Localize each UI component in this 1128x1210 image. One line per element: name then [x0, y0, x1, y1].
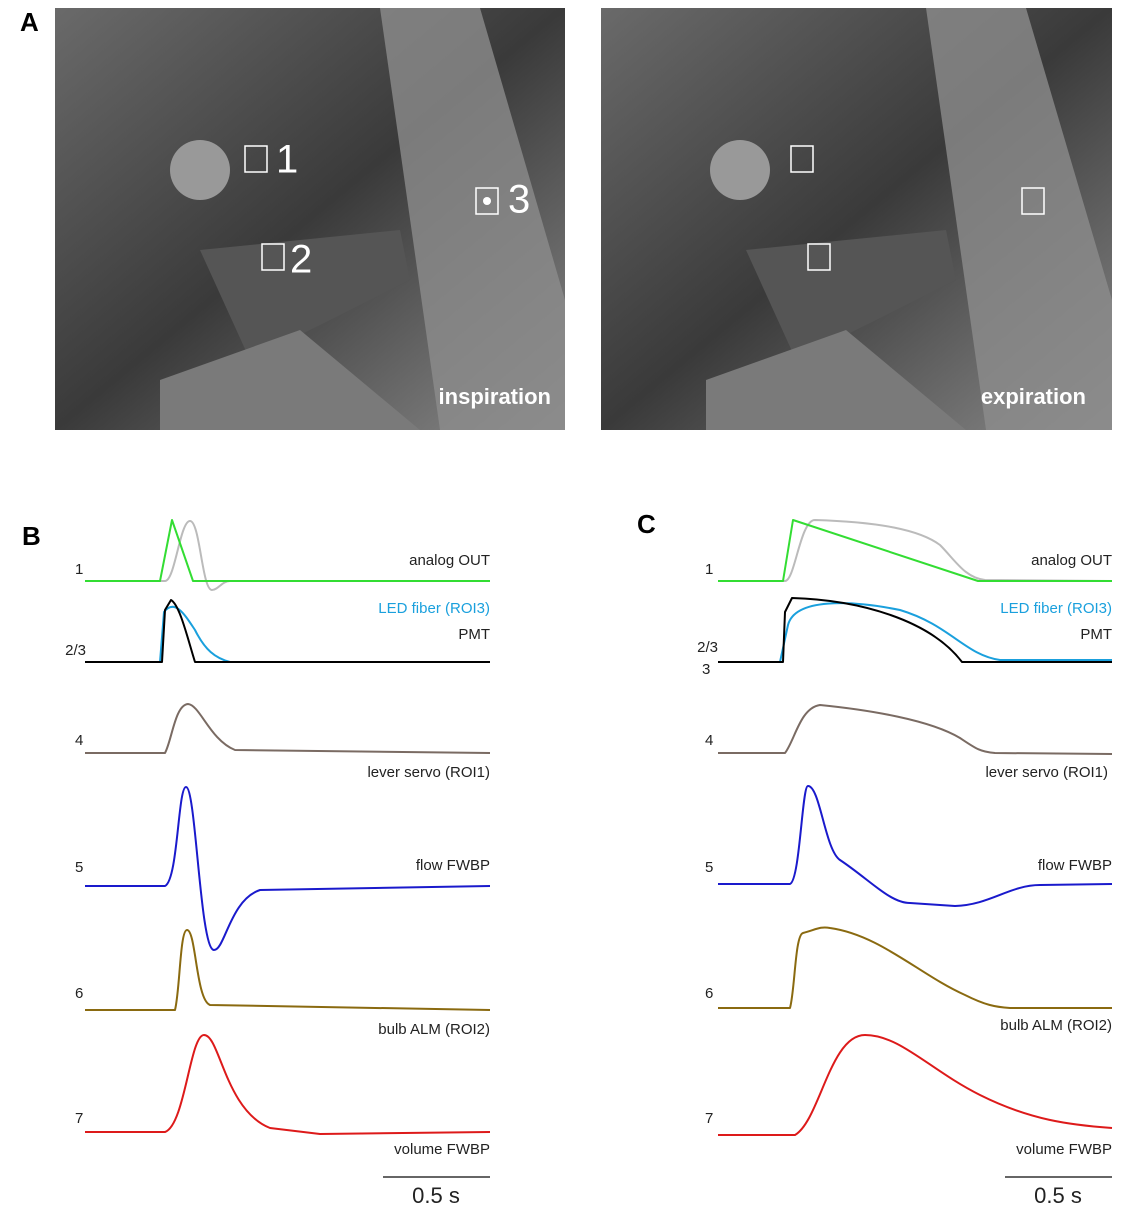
trace-number: 7 — [705, 1110, 713, 1127]
trace-name: PMT — [458, 626, 490, 643]
trace-name: LED fiber (ROI3) — [1000, 600, 1112, 617]
trace-name: analog OUT — [1031, 552, 1112, 569]
scale-bar-label: 0.5 s — [412, 1183, 460, 1208]
trace-name: PMT — [1080, 626, 1112, 643]
trace-name: bulb ALM (ROI2) — [378, 1021, 490, 1038]
trace-number: 4 — [75, 732, 83, 749]
trace-name: LED fiber (ROI3) — [378, 600, 490, 617]
trace-name: lever servo (ROI1) — [367, 764, 490, 781]
roi-label: 3 — [508, 178, 530, 222]
scale-bar-label: 0.5 s — [1034, 1183, 1082, 1208]
figure: A 1 2 3 inspiration expiration B — [0, 0, 1128, 1210]
trace-number: 6 — [75, 985, 83, 1002]
trace-name: flow FWBP — [416, 857, 490, 874]
trace-number: 2/3 — [65, 642, 86, 659]
roi-label: 1 — [276, 138, 298, 182]
trace-name: flow FWBP — [1038, 857, 1112, 874]
trace-name: volume FWBP — [1016, 1141, 1112, 1158]
photo — [601, 8, 1112, 430]
traces — [718, 520, 1112, 1177]
roi-label: 2 — [290, 238, 312, 282]
trace-number: 2/3 — [697, 639, 718, 656]
trace-name: lever servo (ROI1) — [985, 764, 1108, 781]
trace-name: bulb ALM (ROI2) — [1000, 1017, 1112, 1034]
panel-label: A — [20, 7, 39, 37]
photo — [55, 8, 565, 430]
traces — [85, 520, 490, 1177]
trace-number: 5 — [705, 859, 713, 876]
trace-number: 1 — [75, 561, 83, 578]
trace-name: volume FWBP — [394, 1141, 490, 1158]
trace-number: 5 — [75, 859, 83, 876]
panel-label: C — [637, 509, 656, 539]
panel-label: B — [22, 521, 41, 551]
trace-number: 4 — [705, 732, 713, 749]
photo-caption: expiration — [981, 384, 1086, 409]
trace-number: 7 — [75, 1110, 83, 1127]
trace-number: 3 — [702, 661, 710, 678]
trace-number: 6 — [705, 985, 713, 1002]
trace-number: 1 — [705, 561, 713, 578]
trace-name: analog OUT — [409, 552, 490, 569]
photo-caption: inspiration — [439, 384, 551, 409]
